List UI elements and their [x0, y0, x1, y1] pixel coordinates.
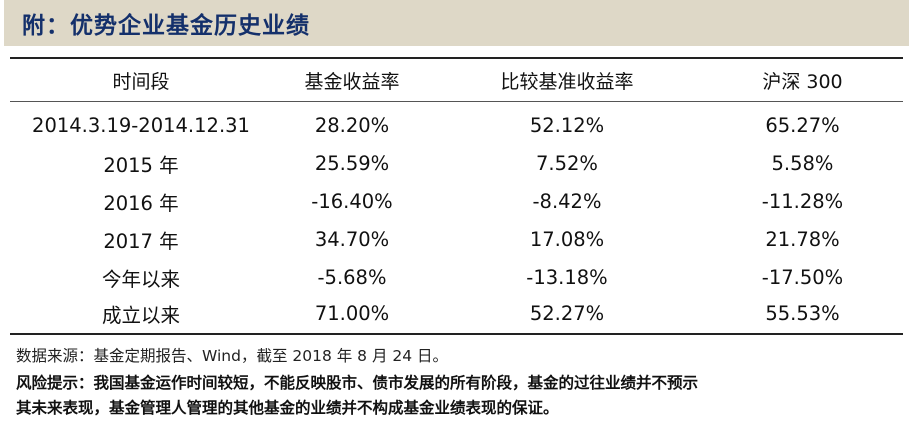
fund-return-cell: 28.20%	[314, 113, 390, 137]
column-header-fund-return: 基金收益率	[304, 70, 400, 93]
table-bottom-rule	[10, 333, 903, 335]
fund-return-cell: -5.68%	[317, 265, 387, 289]
benchmark-return-cell: -8.42%	[532, 189, 602, 213]
column-header-csi300: 沪深 300	[762, 70, 843, 93]
benchmark-return-cell: 52.27%	[529, 301, 605, 325]
column-header-benchmark-return: 比较基准收益率	[500, 70, 634, 93]
data-source-note: 数据来源：基金定期报告、Wind，截至 2018 年 8 月 24 日。	[16, 347, 449, 365]
period-cell: 2017 年	[103, 229, 179, 253]
csi300-cell: 5.58%	[771, 151, 834, 175]
table-row: 2015 年 25.59% 7.52% 5.58%	[10, 144, 903, 182]
period-cell: 今年以来	[101, 267, 180, 291]
period-cell: 2015 年	[103, 153, 179, 177]
table-row: 今年以来 -5.68% -13.18% -17.50%	[10, 258, 903, 296]
table-row: 2016 年 -16.40% -8.42% -11.28%	[10, 182, 903, 220]
table-top-rule	[10, 57, 903, 59]
fund-return-cell: -16.40%	[311, 189, 393, 213]
column-header-period: 时间段	[112, 70, 170, 93]
page-title: 附：优势企业基金历史业绩	[22, 13, 310, 39]
risk-warning-line-2: 其未来表现，基金管理人管理的其他基金的业绩并不构成基金业绩表现的保证。	[16, 399, 559, 417]
benchmark-return-cell: 52.12%	[529, 113, 605, 137]
risk-warning-line-1: 风险提示：我国基金运作时间较短，不能反映股市、债市发展的所有阶段，基金的过往业绩…	[16, 374, 699, 392]
table-row: 成立以来 71.00% 52.27% 55.53%	[10, 294, 903, 332]
table-row: 2014.3.19-2014.12.31 28.20% 52.12% 65.27…	[10, 106, 903, 144]
csi300-cell: -17.50%	[761, 265, 844, 289]
period-cell: 2014.3.19-2014.12.31	[32, 113, 250, 137]
benchmark-return-cell: -13.18%	[526, 265, 608, 289]
fund-return-cell: 34.70%	[314, 227, 390, 251]
benchmark-return-cell: 7.52%	[536, 151, 598, 175]
csi300-cell: 55.53%	[765, 301, 840, 325]
fund-return-cell: 71.00%	[314, 301, 390, 325]
period-cell: 成立以来	[101, 303, 180, 327]
period-cell: 2016 年	[103, 191, 179, 215]
table-header-row: 时间段 基金收益率 比较基准收益率 沪深 300	[10, 60, 903, 100]
fund-return-cell: 25.59%	[314, 151, 390, 175]
table-header-rule	[10, 101, 903, 102]
csi300-cell: 65.27%	[765, 113, 840, 137]
title-bar: 附：优势企业基金历史业绩	[4, 0, 909, 46]
csi300-cell: 21.78%	[765, 227, 840, 251]
csi300-cell: -11.28%	[761, 189, 844, 213]
benchmark-return-cell: 17.08%	[529, 227, 605, 251]
table-row: 2017 年 34.70% 17.08% 21.78%	[10, 220, 903, 258]
